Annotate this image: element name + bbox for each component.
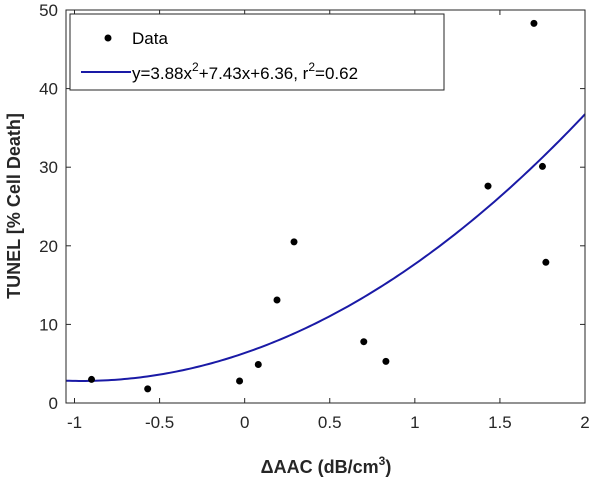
data-point bbox=[484, 182, 492, 190]
legend-label-data: Data bbox=[132, 29, 168, 48]
fit-curve bbox=[65, 113, 586, 382]
legend-label-fit: y=3.88x2+7.43x+6.36, r2=0.62 bbox=[132, 60, 358, 83]
y-tick-label: 20 bbox=[39, 237, 58, 256]
x-axis-label-sup: 3 bbox=[379, 454, 386, 468]
fit-label-end: =0.62 bbox=[315, 64, 358, 83]
x-tick-label: 0.5 bbox=[318, 413, 342, 432]
y-axis-ticks: 0 10 20 30 40 50 bbox=[39, 1, 585, 413]
data-point bbox=[538, 162, 546, 170]
data-point bbox=[530, 19, 538, 27]
data-point bbox=[290, 238, 298, 246]
y-tick-label: 0 bbox=[49, 394, 58, 413]
y-tick-label: 30 bbox=[39, 158, 58, 177]
fit-label-mid: +7.43x+6.36, r bbox=[199, 64, 309, 83]
legend: Data y=3.88x2+7.43x+6.36, r2=0.62 bbox=[69, 13, 445, 91]
data-point bbox=[88, 375, 96, 383]
x-tick-label: 0 bbox=[240, 413, 249, 432]
data-point bbox=[236, 377, 244, 385]
x-tick-label: 2 bbox=[580, 413, 589, 432]
y-tick-label: 10 bbox=[39, 315, 58, 334]
x-axis-label-main: ΔAAC (dB/cm bbox=[261, 457, 379, 477]
fit-label-sup1: 2 bbox=[192, 60, 199, 74]
data-point bbox=[273, 296, 281, 304]
plot-frame bbox=[65, 9, 586, 404]
x-axis-label: ΔAAC (dB/cm3) bbox=[261, 454, 392, 477]
legend-box bbox=[69, 13, 445, 91]
x-axis-ticks: -1 -0.5 0 0.5 1 1.5 2 bbox=[67, 10, 590, 432]
data-point bbox=[144, 385, 152, 393]
legend-marker-data bbox=[104, 34, 112, 42]
fit-label-sup2: 2 bbox=[308, 60, 315, 74]
y-tick-label: 50 bbox=[39, 1, 58, 20]
y-axis-label: TUNEL [% Cell Death] bbox=[4, 113, 24, 299]
data-point bbox=[360, 338, 368, 346]
data-point bbox=[542, 258, 550, 266]
y-tick-label: 40 bbox=[39, 80, 58, 99]
data-points bbox=[88, 19, 550, 393]
x-tick-label: 1.5 bbox=[488, 413, 512, 432]
fit-label-main: y=3.88x bbox=[132, 64, 193, 83]
x-tick-label: 1 bbox=[410, 413, 419, 432]
x-tick-label: -1 bbox=[67, 413, 82, 432]
x-axis-label-end: ) bbox=[385, 457, 391, 477]
x-tick-label: -0.5 bbox=[145, 413, 174, 432]
data-point bbox=[254, 360, 262, 368]
data-point bbox=[382, 357, 390, 365]
